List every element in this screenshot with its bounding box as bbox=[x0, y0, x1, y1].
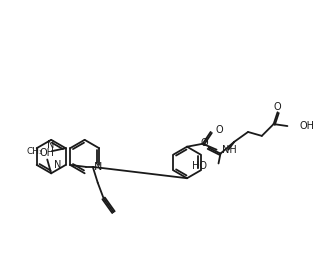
Text: OH: OH bbox=[299, 121, 314, 131]
Text: N: N bbox=[94, 162, 102, 172]
Text: OH: OH bbox=[40, 148, 55, 158]
Text: O: O bbox=[216, 125, 223, 135]
Text: O: O bbox=[274, 102, 281, 112]
Text: CH₃: CH₃ bbox=[27, 147, 43, 156]
Text: N: N bbox=[47, 140, 55, 150]
Text: HO: HO bbox=[192, 162, 207, 171]
Text: NH: NH bbox=[222, 145, 237, 155]
Text: O: O bbox=[201, 138, 209, 148]
Text: N: N bbox=[54, 160, 62, 170]
